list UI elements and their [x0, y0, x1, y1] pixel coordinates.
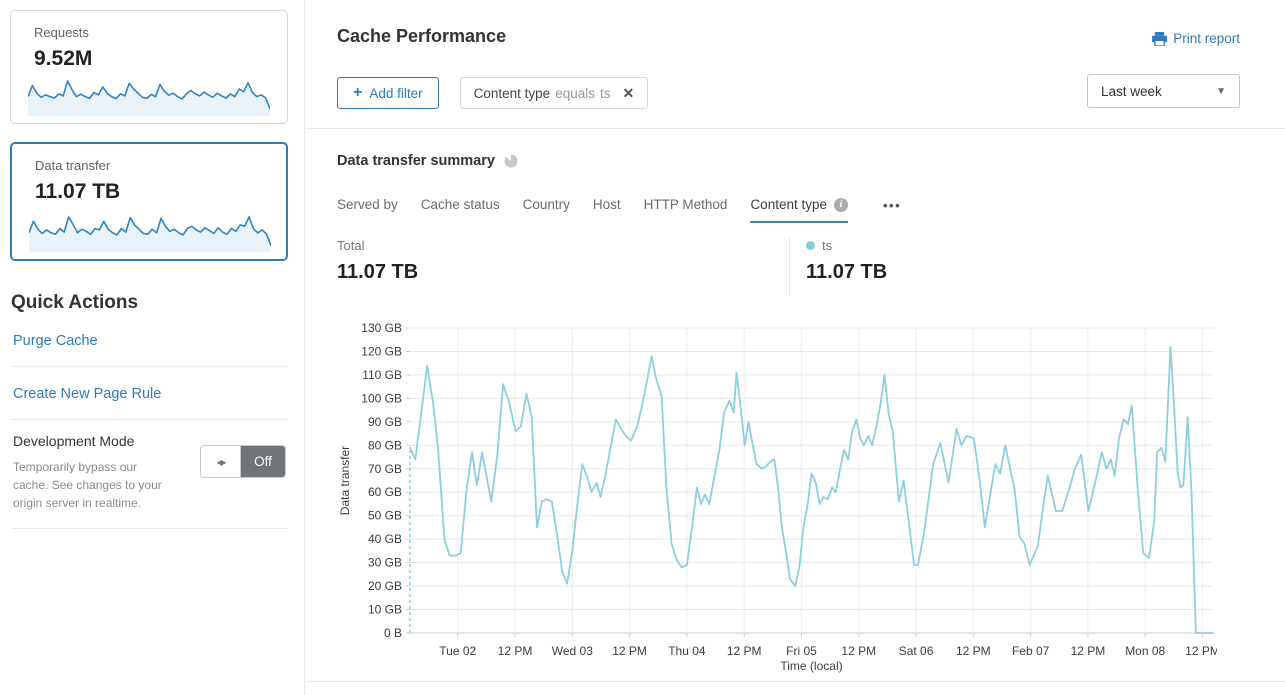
quick-actions-title: Quick Actions	[11, 292, 139, 313]
filter-chip-operator: equals	[555, 85, 595, 101]
requests-card-value: 9.52M	[34, 47, 93, 70]
totals-row: Total 11.07 TB ts 11.07 TB	[337, 238, 887, 296]
data-transfer-sparkline-chart	[29, 216, 271, 252]
svg-text:120 GB: 120 GB	[361, 344, 402, 358]
total-block: Total 11.07 TB	[337, 238, 789, 284]
svg-text:12 PM: 12 PM	[1185, 644, 1217, 658]
requests-metric-card[interactable]: Requests 9.52M	[10, 10, 288, 124]
svg-text:Tue 02: Tue 02	[439, 644, 476, 658]
data-transfer-line-chart: 0 B 10 GB 20 GB 30 GB 40 GB 50 GB 60 GB 70 GB 80…	[338, 321, 1220, 673]
data-transfer-metric-card[interactable]: Data transfer 11.07 TB	[10, 142, 288, 261]
development-mode-row: Development Mode Temporarily bypass our …	[11, 420, 288, 528]
divider	[306, 681, 1285, 682]
tab-country[interactable]: Country	[522, 197, 570, 212]
info-icon[interactable]: i	[834, 197, 848, 212]
tab-content-type[interactable]: Content type i	[750, 197, 848, 223]
svg-text:60 GB: 60 GB	[368, 485, 402, 499]
total-label: Total	[337, 238, 365, 253]
filter-chip-value: ts	[599, 85, 611, 101]
svg-text:Data transfer: Data transfer	[338, 446, 352, 515]
svg-text:Thu 04: Thu 04	[668, 644, 706, 658]
divider	[11, 528, 288, 529]
svg-text:12 PM: 12 PM	[841, 644, 876, 658]
svg-text:80 GB: 80 GB	[368, 438, 402, 452]
svg-text:Fri 05: Fri 05	[786, 644, 817, 658]
svg-text:12 PM: 12 PM	[727, 644, 762, 658]
more-tabs-button[interactable]: •••	[883, 198, 902, 213]
filter-chip[interactable]: Content type equals ts ✕	[459, 77, 649, 109]
tab-cache-status[interactable]: Cache status	[420, 197, 500, 212]
add-filter-button[interactable]: + Add filter	[337, 77, 439, 109]
filter-chip-field: Content type	[473, 85, 551, 101]
svg-text:10 GB: 10 GB	[368, 603, 402, 617]
remove-filter-icon[interactable]: ✕	[622, 84, 635, 101]
pie-chart-icon	[504, 154, 518, 168]
svg-text:50 GB: 50 GB	[368, 509, 402, 523]
quick-actions-section: Quick Actions Purge Cache Create New Pag…	[11, 292, 288, 529]
svg-text:90 GB: 90 GB	[368, 415, 402, 429]
tab-served-by[interactable]: Served by	[337, 197, 398, 212]
svg-text:Sat 06: Sat 06	[899, 644, 934, 658]
legend-series-name: ts	[822, 238, 833, 253]
svg-text:Time (local): Time (local)	[780, 659, 842, 673]
divider	[11, 419, 288, 420]
svg-text:12 PM: 12 PM	[612, 644, 647, 658]
svg-text:0 B: 0 B	[384, 626, 402, 640]
development-mode-description: Temporarily bypass our cache. See change…	[13, 460, 162, 510]
requests-sparkline-chart	[28, 80, 270, 116]
printer-icon	[1152, 31, 1168, 46]
main-content: Cache Performance Print report + Add fil…	[306, 0, 1285, 695]
create-page-rule-link[interactable]: Create New Page Rule	[13, 386, 162, 402]
chevron-down-icon: ▼	[1216, 85, 1226, 97]
svg-text:130 GB: 130 GB	[361, 321, 402, 335]
divider	[306, 128, 1285, 129]
requests-card-label: Requests	[34, 25, 89, 40]
add-filter-label: Add filter	[369, 85, 423, 101]
toggle-arrows-icon: ◂▸	[201, 446, 241, 477]
svg-text:12 PM: 12 PM	[956, 644, 991, 658]
purge-cache-link[interactable]: Purge Cache	[13, 333, 98, 349]
total-value: 11.07 TB	[337, 261, 419, 283]
time-range-dropdown[interactable]: Last week ▼	[1087, 74, 1240, 108]
svg-text:20 GB: 20 GB	[368, 579, 402, 593]
legend-block: ts 11.07 TB	[806, 238, 887, 284]
tab-content-type-label: Content type	[750, 197, 827, 212]
svg-text:30 GB: 30 GB	[368, 556, 402, 570]
data-transfer-card-value: 11.07 TB	[35, 180, 121, 203]
tab-http-method[interactable]: HTTP Method	[643, 197, 728, 212]
svg-text:Feb 07: Feb 07	[1012, 644, 1050, 658]
development-mode-title: Development Mode	[13, 433, 135, 449]
print-report-label: Print report	[1173, 31, 1240, 46]
summary-title-row: Data transfer summary	[337, 153, 518, 169]
sidebar: Requests 9.52M Data transfer 11.07 TB Qu…	[0, 0, 305, 695]
svg-text:Mon 08: Mon 08	[1125, 644, 1165, 658]
print-report-link[interactable]: Print report	[1152, 31, 1240, 46]
divider	[11, 366, 288, 367]
legend-dot-icon	[806, 241, 815, 250]
development-mode-toggle[interactable]: ◂▸ Off	[200, 445, 286, 478]
tab-host[interactable]: Host	[592, 197, 621, 212]
legend-series-value: 11.07 TB	[806, 261, 888, 283]
page-title: Cache Performance	[337, 26, 507, 46]
svg-text:70 GB: 70 GB	[368, 462, 402, 476]
data-transfer-card-label: Data transfer	[35, 158, 111, 173]
toggle-state-label: Off	[241, 446, 285, 477]
plus-icon: +	[353, 84, 363, 101]
svg-text:12 PM: 12 PM	[1071, 644, 1106, 658]
svg-text:40 GB: 40 GB	[368, 532, 402, 546]
data-transfer-chart-area: 0 B 10 GB 20 GB 30 GB 40 GB 50 GB 60 GB 70 GB 80…	[337, 318, 1220, 679]
svg-text:110 GB: 110 GB	[362, 368, 402, 382]
time-range-value: Last week	[1101, 83, 1162, 99]
summary-title: Data transfer summary	[337, 153, 495, 169]
svg-text:100 GB: 100 GB	[361, 391, 402, 405]
divider	[789, 238, 790, 296]
summary-tabs: Served by Cache status Country Host HTTP…	[337, 197, 901, 223]
svg-text:12 PM: 12 PM	[498, 644, 533, 658]
filter-row: + Add filter Content type equals ts ✕	[337, 77, 649, 109]
svg-text:Wed 03: Wed 03	[552, 644, 593, 658]
